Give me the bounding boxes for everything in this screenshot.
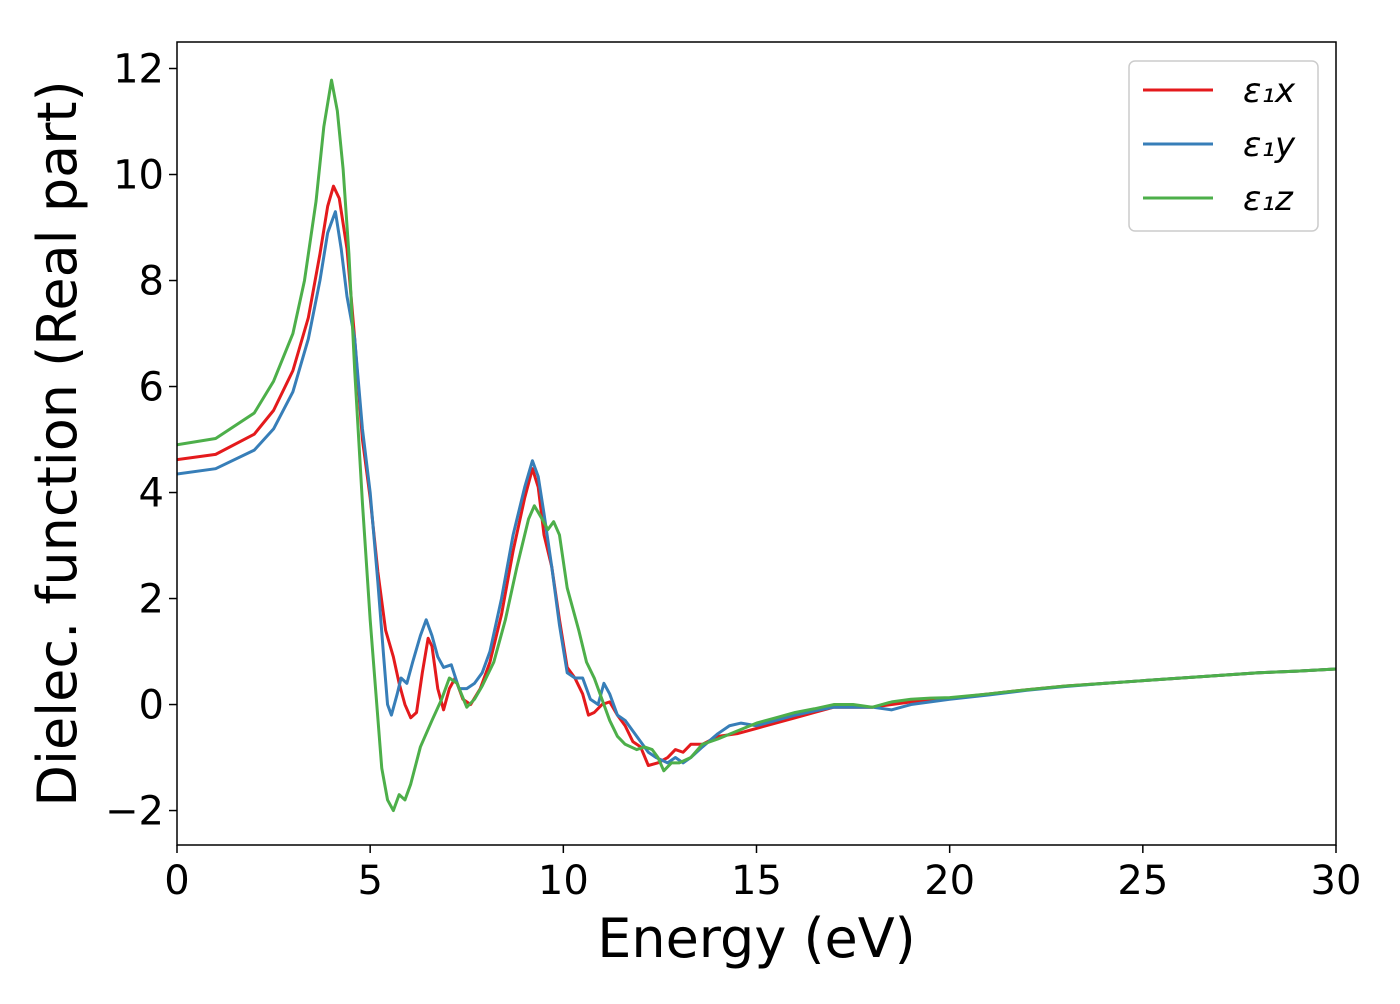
y-tick-label: 6	[139, 365, 164, 411]
legend-label-3: ε₁z	[1243, 179, 1294, 219]
x-tick-label: 25	[1117, 858, 1168, 904]
y-axis-title: Dielec. function (Real part)	[26, 80, 89, 806]
y-tick-label: 10	[113, 153, 164, 199]
y-tick-label: 2	[139, 577, 164, 623]
legend-label-1: ε₁x	[1243, 71, 1296, 111]
y-tick-label: 4	[139, 471, 164, 517]
x-tick-label: 0	[164, 858, 189, 904]
legend: ε₁x ε₁y ε₁z	[1128, 60, 1319, 232]
x-tick-label: 5	[357, 858, 382, 904]
y-tick-label: 0	[139, 683, 164, 729]
y-axis-ticks: −2 0 2 4 6 8 10 12	[105, 47, 177, 835]
series-line-2	[177, 210, 1336, 765]
x-tick-label: 30	[1311, 858, 1362, 904]
x-tick-label: 15	[731, 858, 782, 904]
x-axis-ticks: 0 5 10 15 20 25 30	[164, 845, 1361, 904]
legend-items: ε₁x ε₁y ε₁z	[1143, 71, 1296, 219]
legend-box	[1128, 60, 1319, 232]
legend-label-2: ε₁y	[1243, 125, 1296, 165]
series-line-3	[177, 78, 1336, 813]
x-tick-label: 20	[924, 858, 975, 904]
series-layer	[177, 78, 1336, 813]
y-tick-label: 8	[139, 259, 164, 305]
y-tick-label: 12	[113, 47, 164, 93]
x-tick-label: 10	[538, 858, 589, 904]
y-tick-label: −2	[105, 789, 164, 835]
x-axis-title: Energy (eV)	[597, 907, 916, 970]
